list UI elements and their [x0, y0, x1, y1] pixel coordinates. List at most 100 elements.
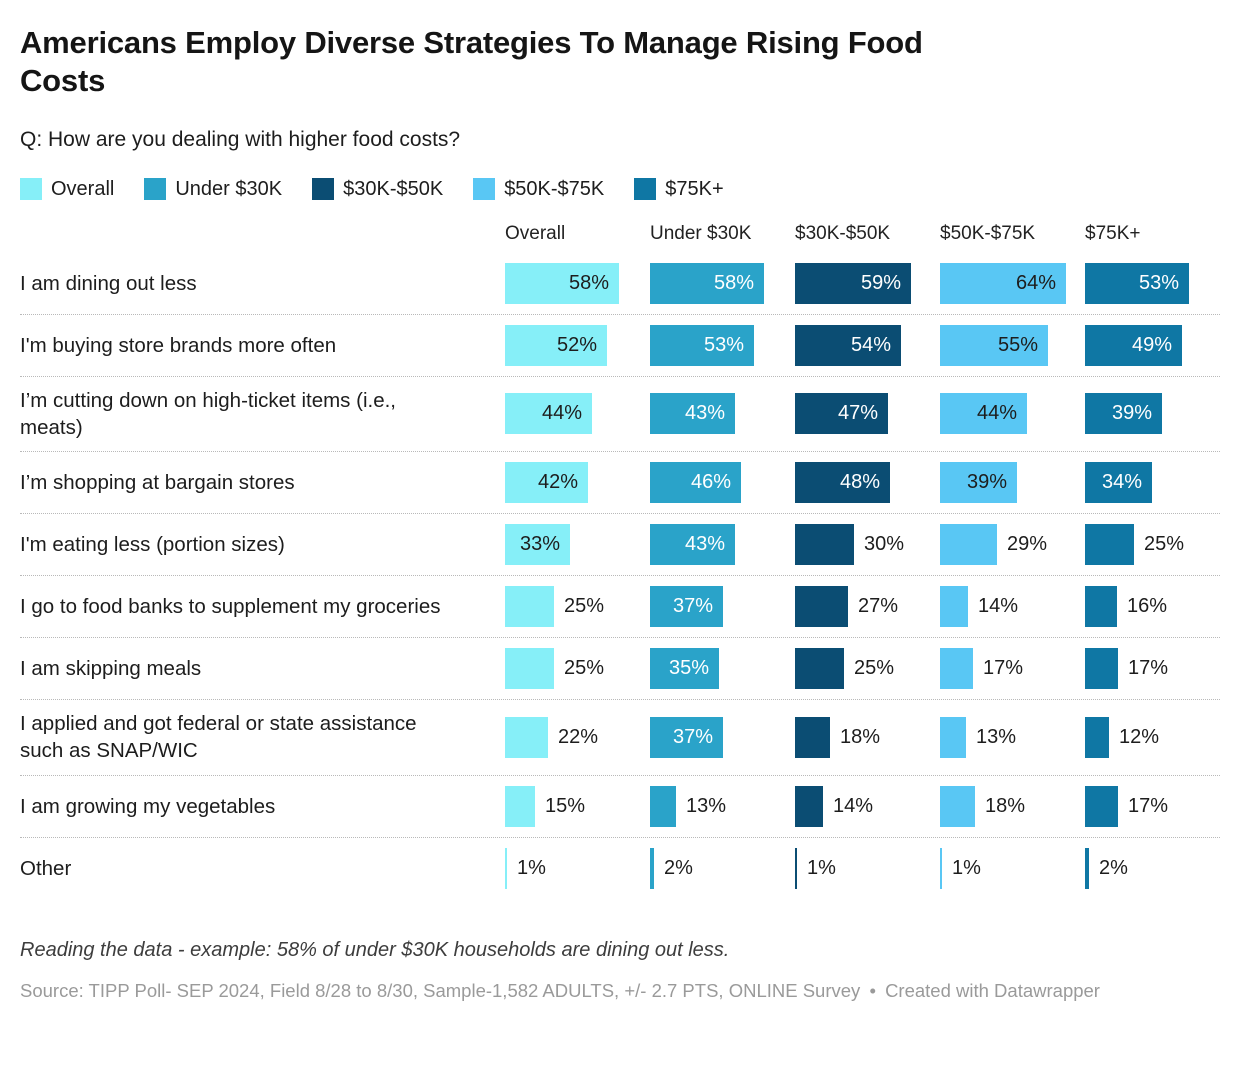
bar-value-label: 44% — [976, 402, 1017, 425]
bar-cell: 49% — [1085, 324, 1230, 366]
row-cells: 22% 37% 18% 13% 12% — [505, 716, 1230, 758]
bar — [940, 716, 966, 758]
bar-value-label: 13% — [686, 794, 727, 817]
legend-label: Under $30K — [175, 177, 283, 200]
bar — [650, 648, 719, 690]
legend-swatch-icon — [144, 178, 167, 201]
bar — [1085, 324, 1182, 366]
bar — [1085, 524, 1134, 566]
bar-cell: 47% — [795, 393, 940, 435]
bar — [505, 393, 592, 435]
column-header: Overall — [505, 222, 566, 244]
bar-cell: 58% — [650, 262, 795, 304]
bar-value-label: 37% — [672, 595, 713, 618]
bar-cell: 30% — [795, 524, 940, 566]
row-label: Other — [20, 856, 72, 880]
bar — [940, 393, 1027, 435]
row-cells: 58% 58% 59% 64% 53% — [505, 262, 1230, 304]
bar-cell: 33% — [505, 524, 650, 566]
bar — [1085, 462, 1152, 504]
bar-cell: 1% — [505, 847, 650, 889]
bar-value-label: 48% — [839, 471, 880, 494]
bar-cell: 54% — [795, 324, 940, 366]
bar-cell: 13% — [940, 716, 1085, 758]
column-headers: Overall Under $30K $30K-$50K $50K-$75K $75K+ — [20, 223, 1220, 253]
bar — [940, 524, 997, 566]
bar-cell: 1% — [940, 847, 1085, 889]
table-row: I’m shopping at bargain stores 42% 46% 48% 3… — [20, 452, 1220, 515]
legend-item: $30K-$50K — [312, 178, 443, 201]
bar-cell: 14% — [940, 586, 1085, 628]
legend-item: Overall — [20, 178, 114, 201]
bar-cell: 52% — [505, 324, 650, 366]
bar-cell: 55% — [940, 324, 1085, 366]
column-header: $75K+ — [1085, 222, 1141, 244]
bar — [1085, 586, 1117, 628]
bar-value-label: 14% — [833, 794, 874, 817]
bar — [505, 462, 588, 504]
table-row: I am growing my vegetables 15% 13% 14% 18% 17… — [20, 776, 1220, 838]
bar-cell: 29% — [940, 524, 1085, 566]
bar-value-label: 25% — [1144, 533, 1185, 556]
bar-cell: 17% — [940, 648, 1085, 690]
bar-value-label: 52% — [556, 333, 597, 356]
row-cells: 25% 37% 27% 14% 16% — [505, 586, 1230, 628]
legend-label: $50K-$75K — [504, 177, 605, 200]
bar — [1085, 262, 1189, 304]
bar-value-label: 27% — [858, 595, 899, 618]
bar — [940, 262, 1066, 304]
source-text: Source: TIPP Poll- SEP 2024, Field 8/28 … — [20, 979, 861, 1001]
bar — [505, 847, 507, 889]
bar-cell: 39% — [940, 462, 1085, 504]
bar-value-label: 16% — [1127, 595, 1168, 618]
bar-value-label: 53% — [1138, 271, 1179, 294]
bar-cell: 12% — [1085, 716, 1230, 758]
bar-cell: 64% — [940, 262, 1085, 304]
bar-value-label: 43% — [684, 402, 725, 425]
bar — [505, 785, 535, 827]
bar-cell: 46% — [650, 462, 795, 504]
bar-cell: 25% — [1085, 524, 1230, 566]
bar-value-label: 44% — [541, 402, 582, 425]
row-label: I’m cutting down on high-ticket items (i… — [20, 388, 396, 439]
bar-cell: 18% — [795, 716, 940, 758]
bar — [1085, 648, 1118, 690]
bar — [650, 586, 723, 628]
bar-value-label: 15% — [545, 794, 586, 817]
bar-cell: 15% — [505, 785, 650, 827]
column-header: $30K-$50K — [795, 222, 891, 244]
bar-cell: 37% — [650, 586, 795, 628]
row-cells: 42% 46% 48% 39% 34% — [505, 462, 1230, 504]
bar — [795, 524, 854, 566]
bar-value-label: 25% — [854, 657, 895, 680]
bar — [505, 648, 554, 690]
legend-swatch-icon — [20, 178, 42, 201]
legend-label: $75K+ — [665, 177, 724, 200]
bar — [650, 847, 654, 889]
bar-value-label: 42% — [537, 471, 578, 494]
legend-item: $50K-$75K — [473, 178, 604, 201]
bar-table: Overall Under $30K $30K-$50K $50K-$75K $75K+… — [20, 223, 1220, 899]
bar-value-label: 39% — [1111, 402, 1152, 425]
bar — [795, 393, 888, 435]
row-cells: 15% 13% 14% 18% 17% — [505, 785, 1230, 827]
bar — [505, 524, 570, 566]
bar-cell: 25% — [505, 648, 650, 690]
legend-swatch-icon — [634, 178, 657, 201]
bar — [940, 462, 1017, 504]
row-label: I applied and got federal or state assis… — [20, 712, 417, 763]
bar-value-label: 37% — [672, 725, 713, 748]
bar-cell: 16% — [1085, 586, 1230, 628]
bar-value-label: 17% — [983, 657, 1024, 680]
row-label: I’m shopping at bargain stores — [20, 471, 295, 494]
bar — [1085, 393, 1162, 435]
bar — [795, 847, 797, 889]
bar — [650, 716, 723, 758]
chart-title: Americans Employ Diverse Strategies To M… — [20, 25, 923, 98]
bar — [505, 716, 548, 758]
bar-cell: 39% — [1085, 393, 1230, 435]
bar-cell: 53% — [650, 324, 795, 366]
header-spacer — [20, 223, 505, 245]
source-line: Source: TIPP Poll- SEP 2024, Field 8/28 … — [20, 978, 1160, 1005]
bar — [795, 785, 823, 827]
